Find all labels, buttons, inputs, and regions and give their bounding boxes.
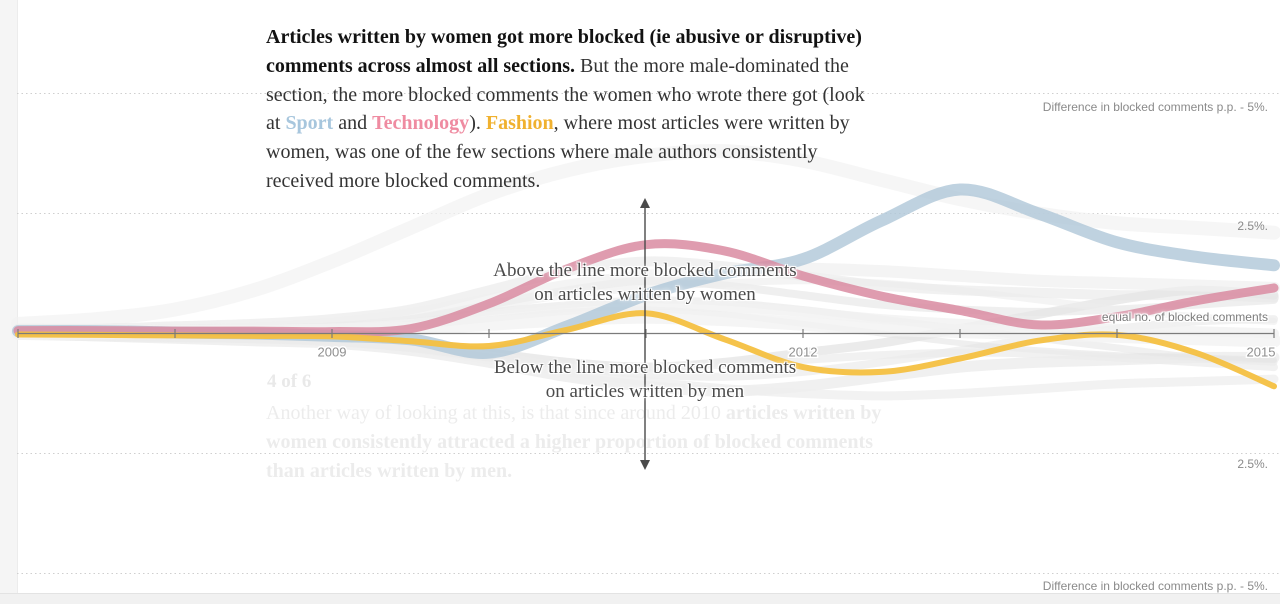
intro-text-segment: ). — [469, 112, 486, 135]
baseline-label: equal no. of blocked comments — [1101, 310, 1268, 324]
section-word-sport: Sport — [285, 112, 334, 135]
axis-year-label: 2012 — [789, 345, 818, 360]
y-axis-label-lower-pct: 2.5%. — [1237, 457, 1268, 471]
annotation-above-line-2: on articles written by women — [534, 284, 756, 305]
next-panel-edge — [0, 593, 1280, 604]
y-axis-label-top: Difference in blocked comments p.p. - 5%… — [1042, 100, 1268, 114]
annotation-below-line-2: on articles written by men — [545, 381, 745, 402]
annotation-below-line: Below the line more blocked comments on … — [435, 356, 855, 404]
intro-text-segment: and — [333, 112, 373, 135]
annotation-above-line-1: Above the line more blocked comments — [493, 260, 797, 281]
intro-text-segment: But the more male-dominated the section,… — [266, 54, 865, 135]
slide-counter-ghost: 4 of 6 — [267, 371, 312, 392]
intro-paragraph: Articles written by women got more block… — [266, 23, 866, 196]
y-axis-label-upper-pct: 2.5%. — [1237, 219, 1268, 233]
section-word-technology: Technology — [372, 112, 470, 135]
ghost-lead-text: Another way of looking at this, is that … — [266, 402, 726, 424]
intro-lead-sentence: Articles written by women got more block… — [266, 26, 862, 77]
annotation-below-line-1: Below the line more blocked comments — [493, 357, 797, 378]
ghost-emphasis-text: articles written by women consistently a… — [266, 402, 882, 482]
arrow-down-icon — [640, 460, 650, 470]
annotation-above-line: Above the line more blocked comments on … — [435, 259, 855, 307]
intro-text-segment: , where most articles were written by wo… — [266, 112, 850, 192]
arrow-up-icon — [640, 198, 650, 208]
y-axis-label-bottom: Difference in blocked comments p.p. - 5%… — [1042, 579, 1268, 593]
page-left-margin — [0, 0, 18, 604]
axis-year-label: 2015 — [1247, 345, 1276, 360]
direction-arrow — [640, 198, 650, 470]
series-line-technology — [13, 239, 1279, 337]
axis-year-label: 2009 — [318, 345, 347, 360]
series-line-fashion — [15, 310, 1277, 390]
next-slide-text-ghost: Another way of looking at this, is that … — [266, 399, 882, 485]
section-word-fashion: Fashion — [485, 112, 554, 135]
